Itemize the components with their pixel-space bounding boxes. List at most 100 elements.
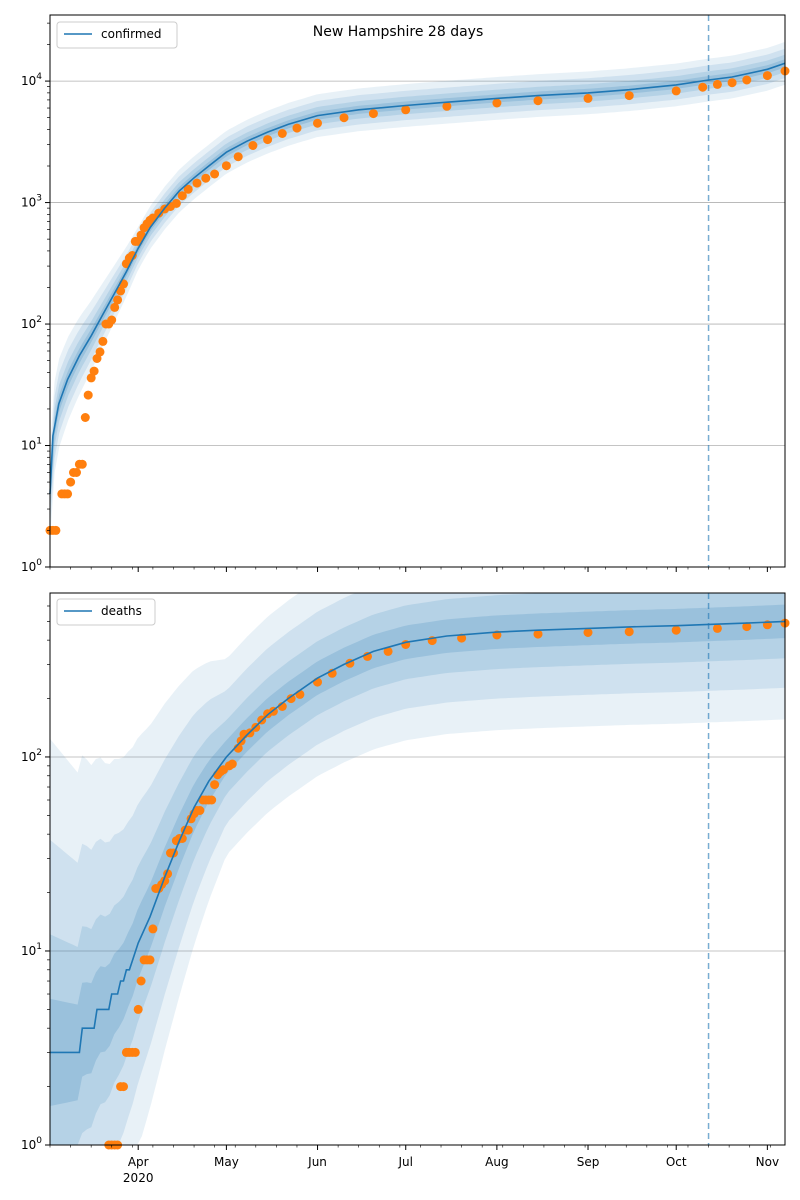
y-tick-label: 102 xyxy=(21,748,42,764)
x-tick-year-label: 2020 xyxy=(123,1171,154,1185)
observed-point xyxy=(210,169,220,179)
observed-point xyxy=(136,230,146,240)
observed-point xyxy=(148,924,158,934)
observed-point xyxy=(727,78,737,88)
observed-point xyxy=(183,184,193,194)
observed-point xyxy=(116,286,126,296)
y-tick-label: 101 xyxy=(21,942,42,958)
x-tick-label: Apr xyxy=(128,1155,149,1169)
observed-point xyxy=(624,91,634,101)
observed-point xyxy=(583,628,593,637)
observed-point xyxy=(583,93,593,103)
deaths-panel: 100 101 102 Apr 2020 May Jun Jul Aug Sep Oct Nov d… xyxy=(21,592,790,1185)
observed-point xyxy=(698,82,708,92)
observed-point xyxy=(98,336,108,346)
observed-point xyxy=(136,976,146,986)
observed-point xyxy=(227,759,237,769)
observed-point xyxy=(533,629,543,639)
observed-point xyxy=(263,135,273,145)
confirmed-y-axis: 100 101 102 103 104 xyxy=(21,22,50,574)
confirmed-panel: 100 101 102 103 104 confirmed New Hampshire … xyxy=(21,14,790,574)
observed-point xyxy=(339,113,349,123)
observed-point xyxy=(195,806,205,815)
observed-point xyxy=(207,795,217,805)
y-tick-label: 100 xyxy=(21,1136,42,1152)
deaths-legend: deaths xyxy=(56,598,156,626)
observed-point xyxy=(277,129,287,138)
deaths-uncertainty-bands xyxy=(50,593,785,1145)
x-tick-label: Aug xyxy=(485,1155,508,1169)
observed-point xyxy=(401,105,411,115)
observed-point xyxy=(671,625,681,635)
observed-point xyxy=(89,366,99,376)
observed-point xyxy=(457,633,467,643)
deaths-axes-frame xyxy=(49,592,786,1146)
confirmed-series xyxy=(45,62,790,535)
x-tick-label: Oct xyxy=(666,1155,687,1169)
observed-point xyxy=(177,191,187,201)
y-tick-label: 104 xyxy=(21,72,42,88)
observed-point xyxy=(248,141,258,150)
observed-point xyxy=(63,489,73,499)
observed-point xyxy=(110,302,120,312)
observed-point xyxy=(86,373,96,383)
deaths-x-axis: Apr 2020 May Jun Jul Aug Sep Oct Nov xyxy=(49,1145,779,1185)
chart-title: New Hampshire 28 days xyxy=(313,24,484,40)
observed-point xyxy=(292,123,302,133)
y-tick-label: 100 xyxy=(21,558,42,574)
observed-point xyxy=(286,694,296,704)
legend-label: deaths xyxy=(101,604,142,618)
legend-box xyxy=(56,598,156,626)
observed-point xyxy=(762,71,772,81)
observed-point xyxy=(742,622,752,632)
observed-point xyxy=(221,161,231,171)
observed-point xyxy=(80,413,90,422)
observed-point xyxy=(492,98,502,108)
observed-point xyxy=(368,109,378,119)
deaths-series xyxy=(50,618,790,1150)
x-tick-label: Jun xyxy=(307,1155,327,1169)
y-tick-label: 101 xyxy=(21,437,42,453)
observed-point xyxy=(442,101,452,111)
observed-point xyxy=(72,468,81,477)
observed-point xyxy=(313,118,322,128)
confirmed-legend: confirmed xyxy=(56,21,178,49)
y-tick-label: 102 xyxy=(21,315,42,331)
uncertainty-band xyxy=(50,593,785,1145)
uncertainty-band xyxy=(50,593,785,1145)
deaths-grid xyxy=(50,756,785,952)
x-tick-label: May xyxy=(214,1155,239,1169)
x-tick-label: Nov xyxy=(756,1155,779,1169)
observed-point xyxy=(183,825,193,835)
observed-point xyxy=(171,198,181,208)
confirmed-axes-frame xyxy=(49,14,786,568)
observed-point xyxy=(533,96,543,106)
deaths-y-axis: 100 101 102 xyxy=(21,605,50,1152)
observed-point xyxy=(51,525,61,535)
observed-point xyxy=(66,477,76,487)
uncertainty-band xyxy=(50,593,785,1145)
observed-point xyxy=(210,780,220,790)
observed-point xyxy=(671,86,681,96)
x-tick-label: Sep xyxy=(577,1155,600,1169)
legend-label: confirmed xyxy=(101,27,162,41)
observed-point xyxy=(127,251,137,260)
observed-point xyxy=(233,152,243,162)
observed-point xyxy=(712,79,722,89)
model-line xyxy=(50,620,786,1054)
legend-box xyxy=(56,21,178,49)
observed-point xyxy=(83,390,93,400)
observed-point xyxy=(624,627,634,637)
observed-point xyxy=(119,1082,128,1092)
observed-point xyxy=(113,295,123,305)
observed-point xyxy=(145,955,155,965)
observed-point xyxy=(742,75,752,85)
x-tick-label: Jul xyxy=(397,1155,412,1169)
observed-point xyxy=(77,459,87,469)
observed-point xyxy=(95,347,105,357)
observed-point xyxy=(712,623,722,633)
observed-point xyxy=(130,1047,140,1057)
observed-point xyxy=(133,1004,143,1014)
observed-point xyxy=(107,315,117,325)
observed-point xyxy=(383,646,393,656)
